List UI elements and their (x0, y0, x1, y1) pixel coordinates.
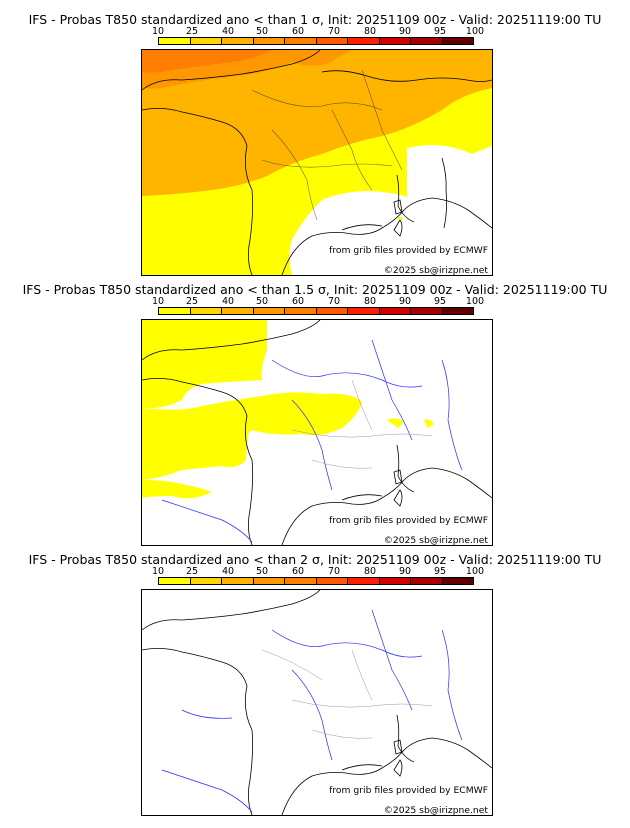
colorbar-tick-label: 40 (221, 26, 235, 37)
colorbar-tick-label: 70 (327, 296, 341, 307)
colorbar-tick-label: 25 (185, 296, 199, 307)
colorbar-segment (285, 578, 317, 584)
colorbar-segment (190, 38, 222, 44)
colorbar-segment (316, 578, 348, 584)
colorbar-tick-label: 50 (255, 26, 269, 37)
colorbar-segment (190, 308, 222, 314)
colorbar-tick-label: 80 (363, 566, 377, 577)
colorbar-segment (253, 578, 285, 584)
source-credit: from grib files provided by ECMWF (329, 245, 488, 256)
colorbar-segment (442, 308, 473, 314)
colorbar-tick-label: 95 (433, 566, 447, 577)
colorbar-tick-label: 95 (433, 26, 447, 37)
panel-2sigma: IFS - Probas T850 standardized ano < tha… (0, 540, 630, 816)
colorbar-labels: 10 25 40 50 60 70 80 90 95 100 (140, 27, 495, 37)
colorbar-tick-label: 60 (291, 566, 305, 577)
map-canvas (142, 320, 492, 545)
panel-title: IFS - Probas T850 standardized ano < tha… (28, 552, 602, 567)
map-canvas (142, 590, 492, 815)
colorbar-labels: 10 25 40 50 60 70 80 90 95 100 (140, 297, 495, 307)
colorbar-tick-label: 40 (221, 296, 235, 307)
colorbar-segment (285, 308, 317, 314)
colorbar-segment (222, 38, 254, 44)
colorbar-labels: 10 25 40 50 60 70 80 90 95 100 (140, 567, 495, 577)
colorbar-tick-label: 10 (151, 296, 165, 307)
copyright-credit: ©2025 sb@irizpne.net (383, 535, 488, 546)
probability-map[interactable]: from grib files provided by ECMWF ©2025 … (141, 49, 493, 276)
colorbar-tick-label: 80 (363, 26, 377, 37)
colorbar-segment (253, 38, 285, 44)
colorbar-segment (190, 578, 222, 584)
colorbar-segment (379, 38, 411, 44)
colorbar-segment (285, 38, 317, 44)
copyright-credit: ©2025 sb@irizpne.net (383, 805, 488, 816)
colorbar-tick-label: 100 (465, 296, 485, 307)
panel-1sigma: IFS - Probas T850 standardized ano < tha… (0, 0, 630, 276)
panel-1-5sigma: IFS - Probas T850 standardized ano < tha… (0, 270, 630, 546)
colorbar-tick-label: 90 (398, 26, 412, 37)
colorbar-tick-label: 95 (433, 296, 447, 307)
colorbar-tick-label: 50 (255, 566, 269, 577)
colorbar-segment (379, 308, 411, 314)
colorbar (158, 37, 474, 45)
colorbar-segment (222, 578, 254, 584)
colorbar-segment (348, 578, 380, 584)
colorbar-tick-label: 90 (398, 296, 412, 307)
colorbar-segment (222, 308, 254, 314)
colorbar-segment (159, 578, 191, 584)
panel-title: IFS - Probas T850 standardized ano < tha… (28, 12, 602, 27)
colorbar-segment (159, 308, 191, 314)
probability-map[interactable]: from grib files provided by ECMWF ©2025 … (141, 319, 493, 546)
map-canvas (142, 50, 492, 275)
panel-title: IFS - Probas T850 standardized ano < tha… (22, 282, 608, 297)
colorbar-segment (411, 308, 443, 314)
colorbar-segment (442, 38, 473, 44)
colorbar-segment (159, 38, 191, 44)
colorbar-segment (316, 308, 348, 314)
colorbar-tick-label: 90 (398, 566, 412, 577)
colorbar-tick-label: 60 (291, 26, 305, 37)
colorbar-segment (316, 38, 348, 44)
colorbar (158, 307, 474, 315)
colorbar-tick-label: 10 (151, 26, 165, 37)
colorbar-segment (253, 308, 285, 314)
source-credit: from grib files provided by ECMWF (329, 515, 488, 526)
colorbar-tick-label: 25 (185, 566, 199, 577)
colorbar-tick-label: 70 (327, 566, 341, 577)
colorbar-tick-label: 40 (221, 566, 235, 577)
colorbar-segment (379, 578, 411, 584)
probability-map[interactable]: from grib files provided by ECMWF ©2025 … (141, 589, 493, 816)
colorbar (158, 577, 474, 585)
colorbar-tick-label: 80 (363, 296, 377, 307)
colorbar-tick-label: 100 (465, 26, 485, 37)
colorbar-tick-label: 25 (185, 26, 199, 37)
colorbar-segment (411, 578, 443, 584)
colorbar-segment (411, 38, 443, 44)
colorbar-tick-label: 60 (291, 296, 305, 307)
source-credit: from grib files provided by ECMWF (329, 785, 488, 796)
copyright-credit: ©2025 sb@irizpne.net (383, 265, 488, 276)
colorbar-tick-label: 100 (465, 566, 485, 577)
colorbar-segment (442, 578, 473, 584)
colorbar-segment (348, 38, 380, 44)
colorbar-tick-label: 50 (255, 296, 269, 307)
colorbar-tick-label: 10 (151, 566, 165, 577)
colorbar-segment (348, 308, 380, 314)
colorbar-tick-label: 70 (327, 26, 341, 37)
